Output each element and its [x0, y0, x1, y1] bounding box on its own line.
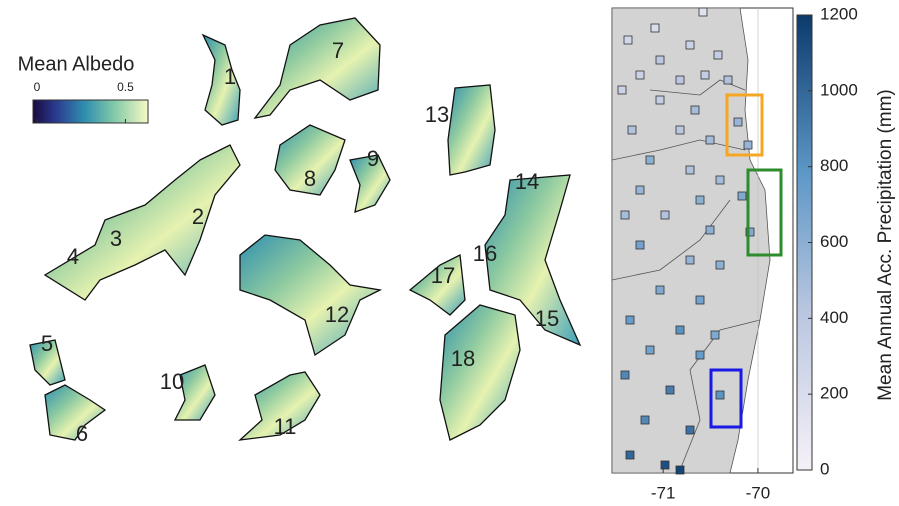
glacier-label: 16: [473, 241, 497, 266]
albedo-legend-title: Mean Albedo: [18, 53, 135, 75]
station: [724, 76, 732, 84]
station: [699, 8, 707, 16]
figure: 123456789101112131415161718 Mean Albedo …: [0, 0, 899, 506]
x-tick-label: -71: [651, 483, 676, 502]
precip-tick-label: 400: [820, 308, 848, 327]
station: [628, 126, 636, 134]
station: [676, 326, 684, 334]
station: [621, 211, 629, 219]
station: [661, 461, 669, 469]
glacier-label: 7: [332, 38, 344, 63]
station: [676, 466, 684, 474]
station: [676, 76, 684, 84]
station: [744, 141, 752, 149]
station: [636, 241, 644, 249]
glacier-label: 18: [451, 346, 475, 371]
station: [626, 316, 634, 324]
station: [656, 286, 664, 294]
station: [686, 41, 694, 49]
x-tick-label: -70: [746, 483, 771, 502]
precip-tick-label: 800: [820, 156, 848, 175]
station: [636, 71, 644, 79]
station: [618, 86, 626, 94]
glacier-label: 12: [325, 302, 349, 327]
station: [686, 256, 694, 264]
station: [691, 106, 699, 114]
station: [636, 186, 644, 194]
station: [701, 71, 709, 79]
station: [706, 226, 714, 234]
station: [641, 416, 649, 424]
station: [676, 126, 684, 134]
glacier: [255, 18, 380, 118]
station: [646, 156, 654, 164]
precip-tick-label: 600: [820, 232, 848, 251]
station: [696, 196, 704, 204]
station: [686, 166, 694, 174]
albedo-colorbar: [33, 100, 148, 123]
station: [686, 426, 694, 434]
glacier-label: 6: [76, 421, 88, 446]
station: [716, 176, 724, 184]
station: [706, 136, 714, 144]
glacier: [240, 235, 380, 355]
precip-tick-label: 200: [820, 384, 848, 403]
glacier-label: 13: [425, 102, 449, 127]
glacier-label: 8: [304, 166, 316, 191]
station: [738, 192, 746, 200]
glacier-label: 9: [367, 146, 379, 171]
station: [656, 56, 664, 64]
glacier: [45, 145, 240, 300]
albedo-tick-label: 0: [34, 80, 41, 94]
station: [716, 391, 724, 399]
station: [734, 118, 742, 126]
station: [716, 261, 724, 269]
glacier-label: 15: [535, 306, 559, 331]
station: [711, 331, 719, 339]
glacier: [440, 305, 520, 440]
station: [656, 96, 664, 104]
station: [696, 351, 704, 359]
station: [661, 211, 669, 219]
glacier-label: 17: [431, 263, 455, 288]
station: [696, 296, 704, 304]
station: [646, 346, 654, 354]
station: [626, 451, 634, 459]
albedo-tick-label: 0.5: [117, 80, 134, 94]
glacier-label: 11: [274, 414, 297, 439]
precip-map: [612, 8, 793, 474]
precip-tick-label: 1200: [820, 4, 858, 23]
station: [621, 371, 629, 379]
station: [666, 386, 674, 394]
glacier: [448, 85, 495, 175]
glacier-label: 1: [224, 64, 236, 89]
station: [651, 24, 659, 32]
glacier-label: 2: [192, 204, 204, 229]
precip-tick-label: 1000: [820, 80, 858, 99]
station: [714, 51, 722, 59]
station: [624, 36, 632, 44]
glacier-label: 3: [110, 226, 122, 251]
precip-tick-label: 0: [820, 459, 829, 478]
glacier-label: 14: [515, 169, 539, 194]
glacier-label: 5: [41, 331, 53, 356]
precip-colorbar-label: Mean Annual Acc. Precipitation (mm): [875, 89, 896, 401]
glacier-label: 10: [160, 369, 184, 394]
glacier-label: 4: [67, 244, 79, 269]
